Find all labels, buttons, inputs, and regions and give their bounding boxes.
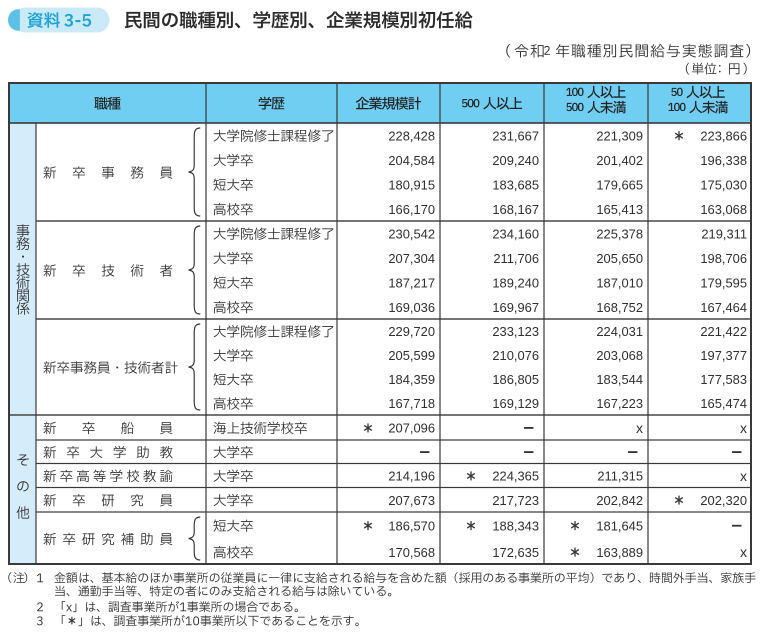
svg-text:x: x [740,420,747,436]
svg-text:180,915: 180,915 [388,177,435,192]
svg-text:209,240: 209,240 [492,153,539,168]
svg-text:210,076: 210,076 [492,348,539,363]
svg-text:203,068: 203,068 [596,348,643,363]
svg-text:223,866: 223,866 [700,128,747,143]
svg-text:207,304: 207,304 [388,251,435,266]
svg-text:186,570: 186,570 [388,518,435,533]
svg-text:221,422: 221,422 [700,324,747,339]
svg-text:228,428: 228,428 [388,128,435,143]
svg-text:225,378: 225,378 [596,226,643,241]
svg-text:234,160: 234,160 [492,226,539,241]
svg-text:202,842: 202,842 [596,493,643,508]
svg-text:169,967: 169,967 [492,300,539,315]
svg-text:224,365: 224,365 [492,469,539,484]
svg-text:187,010: 187,010 [596,275,643,290]
svg-text:183,685: 183,685 [492,177,539,192]
svg-text:165,413: 165,413 [596,202,643,217]
svg-text:184,359: 184,359 [388,372,435,387]
svg-text:196,338: 196,338 [700,153,747,168]
svg-text:230,542: 230,542 [388,226,435,241]
svg-text:202,320: 202,320 [700,493,747,508]
svg-text:211,706: 211,706 [493,251,539,266]
svg-text:x: x [636,420,643,436]
svg-text:177,583: 177,583 [700,372,747,387]
svg-text:168,752: 168,752 [596,300,643,315]
svg-text:217,723: 217,723 [492,493,539,508]
svg-text:207,096: 207,096 [388,421,435,436]
svg-text:211,315: 211,315 [597,469,643,484]
svg-text:167,718: 167,718 [388,396,435,411]
svg-text:179,595: 179,595 [700,275,747,290]
svg-text:219,311: 219,311 [701,226,747,241]
svg-text:233,123: 233,123 [492,324,539,339]
svg-text:207,673: 207,673 [388,493,435,508]
svg-text:x: x [740,468,747,484]
svg-text:197,377: 197,377 [700,348,747,363]
svg-text:214,196: 214,196 [388,469,435,484]
svg-text:163,068: 163,068 [700,202,747,217]
svg-text:224,031: 224,031 [596,324,643,339]
svg-text:186,805: 186,805 [492,372,539,387]
svg-text:231,667: 231,667 [492,128,539,143]
svg-text:205,650: 205,650 [596,251,643,266]
svg-text:172,635: 172,635 [492,545,539,560]
svg-text:169,129: 169,129 [492,396,539,411]
svg-text:168,167: 168,167 [492,202,539,217]
svg-text:166,170: 166,170 [388,202,435,217]
svg-text:187,217: 187,217 [388,275,435,290]
svg-text:175,030: 175,030 [700,177,747,192]
svg-text:167,223: 167,223 [596,396,643,411]
svg-text:204,584: 204,584 [388,153,435,168]
svg-text:205,599: 205,599 [388,348,435,363]
svg-text:170,568: 170,568 [388,545,435,560]
svg-text:x: x [740,544,747,560]
svg-text:221,309: 221,309 [596,128,643,143]
svg-text:183,544: 183,544 [596,372,643,387]
svg-text:201,402: 201,402 [596,153,643,168]
svg-text:165,474: 165,474 [700,396,747,411]
svg-text:188,343: 188,343 [492,518,539,533]
svg-text:229,720: 229,720 [388,324,435,339]
svg-text:167,464: 167,464 [700,300,747,315]
svg-text:189,240: 189,240 [492,275,539,290]
svg-text:163,889: 163,889 [596,545,643,560]
svg-text:179,665: 179,665 [596,177,643,192]
svg-text:198,706: 198,706 [700,251,747,266]
svg-text:169,036: 169,036 [388,300,435,315]
svg-text:181,645: 181,645 [596,518,643,533]
